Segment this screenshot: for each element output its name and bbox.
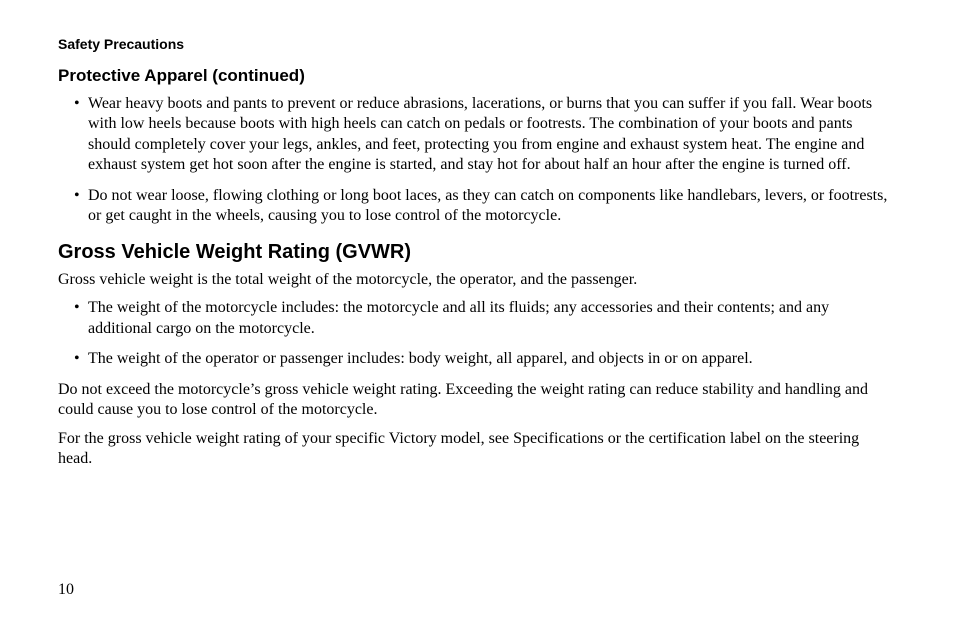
gvwr-warning: Do not exceed the motorcycle’s gross veh…	[58, 380, 896, 421]
gvwr-reference: For the gross vehicle weight rating of y…	[58, 429, 896, 470]
list-item: The weight of the operator or passenger …	[58, 349, 896, 369]
list-item: Do not wear loose, flowing clothing or l…	[58, 186, 896, 227]
gvwr-intro: Gross vehicle weight is the total weight…	[58, 270, 896, 290]
manual-page: Safety Precautions Protective Apparel (c…	[0, 0, 954, 627]
protective-apparel-heading: Protective Apparel (continued)	[58, 66, 896, 86]
list-item: The weight of the motorcycle includes: t…	[58, 298, 896, 339]
protective-apparel-list: Wear heavy boots and pants to prevent or…	[58, 94, 896, 227]
list-item: Wear heavy boots and pants to prevent or…	[58, 94, 896, 176]
gvwr-list: The weight of the motorcycle includes: t…	[58, 298, 896, 369]
gvwr-section: Gross Vehicle Weight Rating (GVWR) Gross…	[58, 241, 896, 470]
page-number: 10	[58, 581, 74, 599]
gvwr-heading: Gross Vehicle Weight Rating (GVWR)	[58, 241, 896, 264]
running-head: Safety Precautions	[58, 36, 896, 52]
